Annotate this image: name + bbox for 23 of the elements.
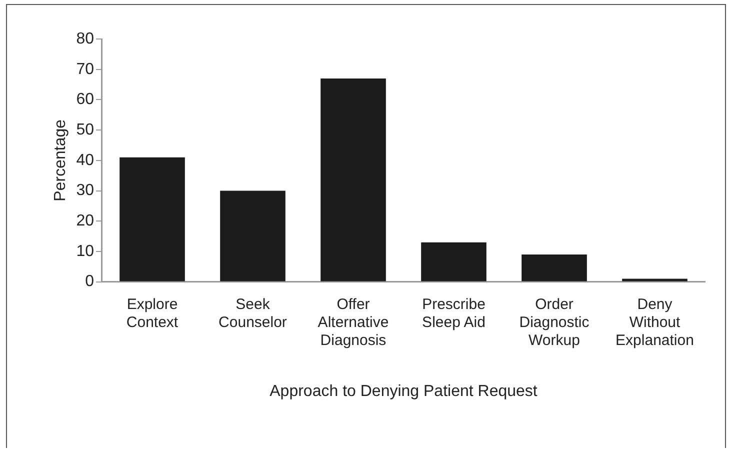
y-tick-label: 40 [76,152,94,169]
bar [622,278,688,282]
x-tick-label: Seek Counselor [218,296,287,331]
x-tick-label: Prescribe Sleep Aid [422,296,486,331]
y-tick-label: 30 [76,182,94,200]
y-tick-label: 60 [76,91,94,108]
y-tick-label: 20 [76,212,94,230]
y-tick-label: 0 [85,273,94,290]
bar [421,242,486,282]
x-axis-title: Approach to Denying Patient Request [270,382,538,400]
x-tick-label: Explore Context [126,296,179,331]
y-axis-title: Percentage [52,119,70,202]
x-tick-label: Order Diagnostic Workup [519,296,590,349]
bar [120,157,185,282]
x-tick-label: Offer Alternative Diagnosis [318,296,389,349]
y-tick-label: 70 [76,60,94,78]
y-tick-label: 50 [76,121,94,138]
bar [522,254,587,282]
bar [220,190,286,282]
y-tick-label: 10 [76,242,94,260]
y-tick-label: 80 [76,30,94,48]
x-tick-label: Deny Without Explanation [616,296,694,349]
bar [320,78,386,282]
